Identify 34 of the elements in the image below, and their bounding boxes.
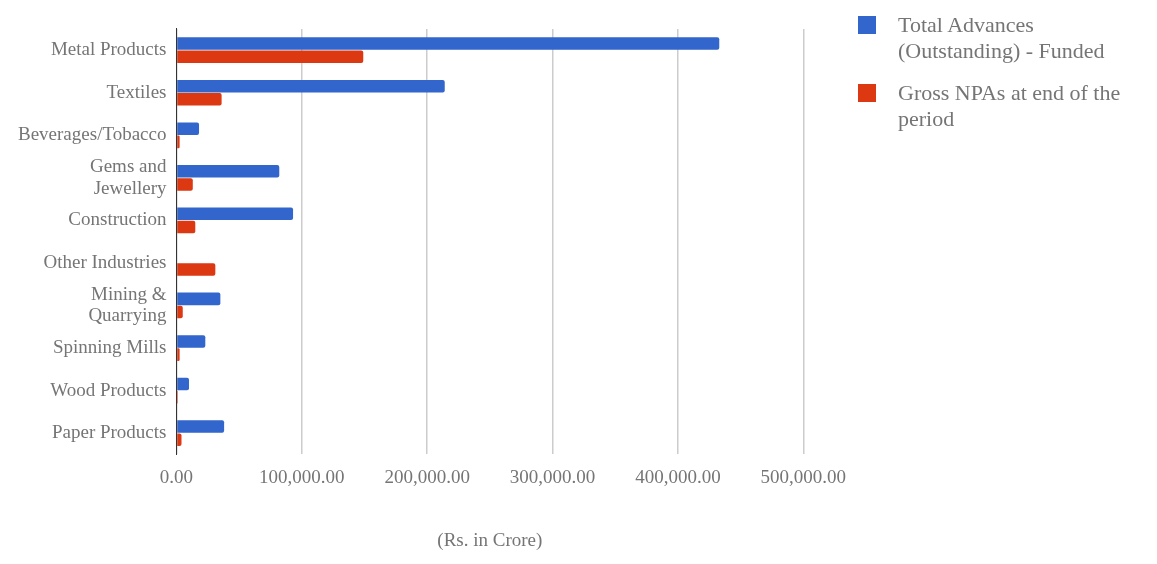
y-tick-label: Mining & Quarrying [88, 282, 167, 326]
x-tick-label: 400,000.00 [635, 465, 721, 487]
x-tick-label: 200,000.00 [384, 465, 470, 487]
bar [177, 207, 294, 221]
bar [177, 420, 225, 433]
y-tick-label: Beverages/Tobacco [18, 123, 167, 145]
bar [177, 305, 183, 319]
bar [177, 164, 280, 178]
y-tick-label: Textiles [106, 80, 167, 102]
bar [177, 335, 206, 348]
x-tick-label: 300,000.00 [509, 465, 596, 487]
bar [177, 79, 445, 93]
bar [177, 292, 221, 306]
y-tick-label: Other Industries [43, 250, 167, 272]
bar [177, 93, 222, 106]
bar [177, 263, 216, 276]
x-tick-label: 100,000.00 [259, 465, 345, 487]
y-tick-label: Paper Products [51, 421, 167, 443]
bar [177, 50, 364, 64]
y-tick-label: Metal Products [50, 38, 167, 60]
bar [177, 377, 190, 391]
y-tick-label: Wood Products [50, 378, 167, 400]
legend-label: Gross NPAs at end of the period [898, 80, 1122, 132]
bar [177, 178, 193, 191]
y-tick-label: Gems and Jewellery [89, 154, 167, 198]
bar [177, 37, 720, 50]
bar [177, 220, 196, 234]
x-axis-title: (Rs. in Crore) [437, 528, 543, 551]
y-tick-label: Construction [68, 208, 167, 230]
legend-label: Total Advances (Outstanding) - Funded [898, 12, 1106, 64]
y-tick-label: Spinning Mills [52, 336, 167, 358]
bar [177, 122, 200, 135]
x-tick-label: 0.00 [159, 465, 194, 487]
x-tick-label: 500,000.00 [760, 465, 846, 487]
